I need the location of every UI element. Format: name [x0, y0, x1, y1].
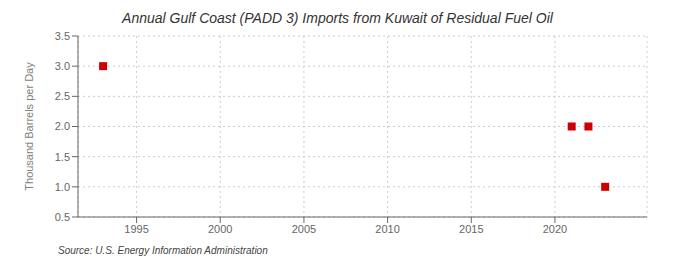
svg-text:3.0: 3.0: [55, 60, 70, 72]
svg-text:2000: 2000: [208, 223, 232, 235]
html-text:Annual Gulf Coast (PADD 3) Imp: Annual Gulf Coast (PADD 3) Imports from …: [122, 10, 553, 26]
svg-text:2.0: 2.0: [55, 120, 70, 132]
svg-text:2005: 2005: [292, 223, 316, 235]
html-text:Source: U.S. Energy Informatio: Source: U.S. Energy Information Administ…: [58, 245, 268, 256]
svg-text:2015: 2015: [459, 223, 483, 235]
svg-text:1995: 1995: [124, 223, 148, 235]
svg-text:0.5: 0.5: [55, 211, 70, 223]
svg-text:2020: 2020: [543, 223, 567, 235]
svg-text:1.5: 1.5: [55, 151, 70, 163]
svg-text:2.5: 2.5: [55, 90, 70, 102]
svg-text:1.0: 1.0: [55, 181, 70, 193]
svg-text:3.5: 3.5: [55, 30, 70, 42]
svg-text:2010: 2010: [375, 223, 399, 235]
svg-text:Thousand Barrels per Day: Thousand Barrels per Day: [23, 62, 35, 191]
